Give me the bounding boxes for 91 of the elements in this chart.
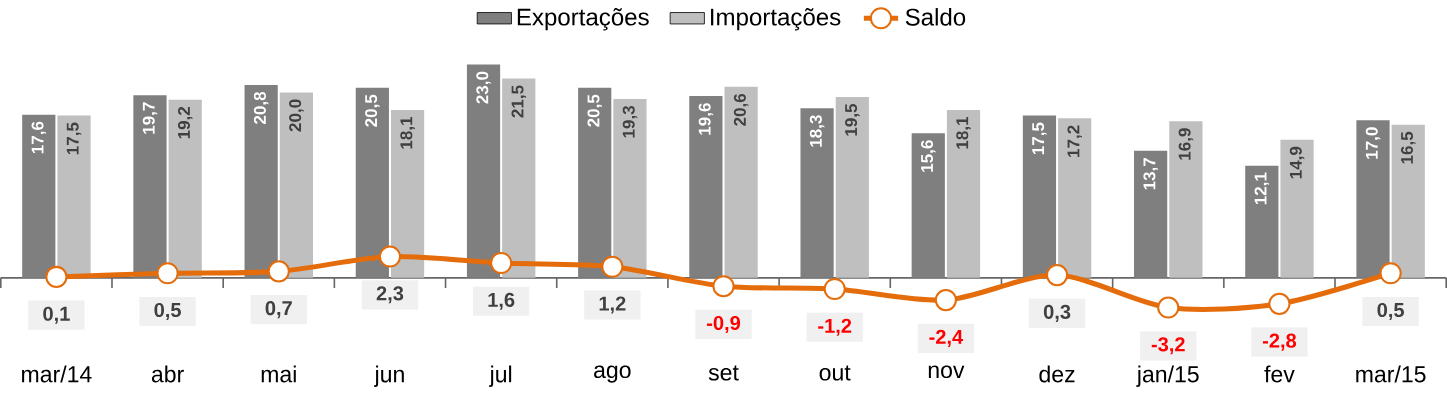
legend-label: Saldo <box>905 8 966 26</box>
data-label: 1,2 <box>599 296 626 314</box>
x-tick-label: jan/15 <box>1136 365 1199 388</box>
data-label: 14,9 <box>1289 146 1305 179</box>
point <box>1268 292 1291 316</box>
bar <box>800 108 834 279</box>
data-label: 0,5 <box>1377 303 1404 321</box>
bar <box>1245 165 1279 279</box>
bar <box>835 97 869 279</box>
data-label: -3,2 <box>1151 337 1185 355</box>
data-label: 19,6 <box>698 103 714 135</box>
point <box>490 252 513 275</box>
data-label: 18,1 <box>400 117 415 149</box>
point <box>601 255 624 278</box>
bar <box>724 87 758 279</box>
data-label: 20,6 <box>733 94 749 127</box>
point <box>823 278 846 301</box>
data-label: 19,2 <box>177 107 193 139</box>
data-label: 20,5 <box>587 94 602 127</box>
data-label: 17,0 <box>1365 127 1381 159</box>
data-label: 19,7 <box>142 102 158 134</box>
data-label: 2,3 <box>376 286 404 304</box>
x-tick-label: nov <box>928 365 965 379</box>
data-label: 12,1 <box>1254 172 1270 205</box>
bar <box>578 87 612 279</box>
bar <box>911 133 945 279</box>
bar <box>22 114 56 279</box>
point <box>378 245 402 268</box>
data-label: 16,5 <box>1400 131 1416 164</box>
data-label: 23,0 <box>476 71 491 104</box>
x-tick-label: mai <box>261 365 296 383</box>
point <box>156 262 179 285</box>
x-tick-label: dez <box>1039 365 1075 383</box>
bar <box>1058 118 1092 279</box>
data-label: 13,7 <box>1143 158 1158 190</box>
data-label: 18,1 <box>956 117 971 149</box>
data-label: 1,6 <box>488 292 515 311</box>
data-label: 21,5 <box>511 85 527 118</box>
legend-label: Importações <box>711 8 841 31</box>
data-label: -2,4 <box>929 330 964 348</box>
data-label: 0,7 <box>265 301 292 319</box>
x-tick-label: out <box>819 365 851 381</box>
bar <box>1134 151 1168 279</box>
bar <box>1356 120 1390 279</box>
x-tick-label: abr <box>151 365 184 383</box>
x-tick-label: ago <box>594 365 631 383</box>
data-label: -2,8 <box>1262 333 1297 351</box>
x-tick-label: jul <box>489 365 512 388</box>
data-label: 16,9 <box>1178 128 1194 160</box>
data-label: 19,5 <box>845 104 860 136</box>
data-label: 18,3 <box>809 115 825 147</box>
legend-label: Exportações <box>517 8 649 31</box>
point <box>1045 264 1069 287</box>
data-label: -1,2 <box>818 318 852 336</box>
data-label: 0,1 <box>43 306 70 324</box>
bar <box>1280 139 1314 279</box>
bar <box>689 96 723 279</box>
data-label: 20,5 <box>365 94 380 127</box>
point <box>1157 296 1180 319</box>
bar <box>466 64 501 279</box>
point <box>712 275 735 298</box>
bar <box>1022 115 1057 279</box>
data-label: 20,8 <box>253 92 269 125</box>
x-tick-label: fev <box>1264 365 1295 383</box>
data-label: 0,5 <box>154 303 181 321</box>
bar <box>133 95 167 279</box>
bar <box>168 99 202 279</box>
point <box>267 260 290 283</box>
x-tick-label: jun <box>374 365 404 388</box>
data-label: 17,6 <box>31 121 47 154</box>
bar <box>946 110 981 279</box>
point <box>1379 262 1402 285</box>
data-label: -0,9 <box>707 316 741 334</box>
data-label: 17,2 <box>1067 125 1082 158</box>
x-tick-label: set <box>708 365 739 381</box>
bar <box>1169 121 1203 279</box>
x-tick-label: mar/14 <box>22 365 92 383</box>
bar <box>613 99 647 279</box>
bar <box>1391 125 1425 279</box>
bar <box>502 78 536 279</box>
data-label: 17,5 <box>1032 122 1047 155</box>
bar <box>279 92 313 279</box>
data-label: 15,6 <box>921 140 936 172</box>
point <box>45 266 68 289</box>
bar <box>244 85 278 279</box>
point <box>934 289 957 312</box>
data-label: 17,5 <box>66 122 82 155</box>
x-tick-label: mar/15 <box>1356 365 1426 383</box>
data-label: 20,0 <box>289 99 304 132</box>
data-label: 19,3 <box>622 106 638 138</box>
data-label: 0,3 <box>1043 304 1071 323</box>
